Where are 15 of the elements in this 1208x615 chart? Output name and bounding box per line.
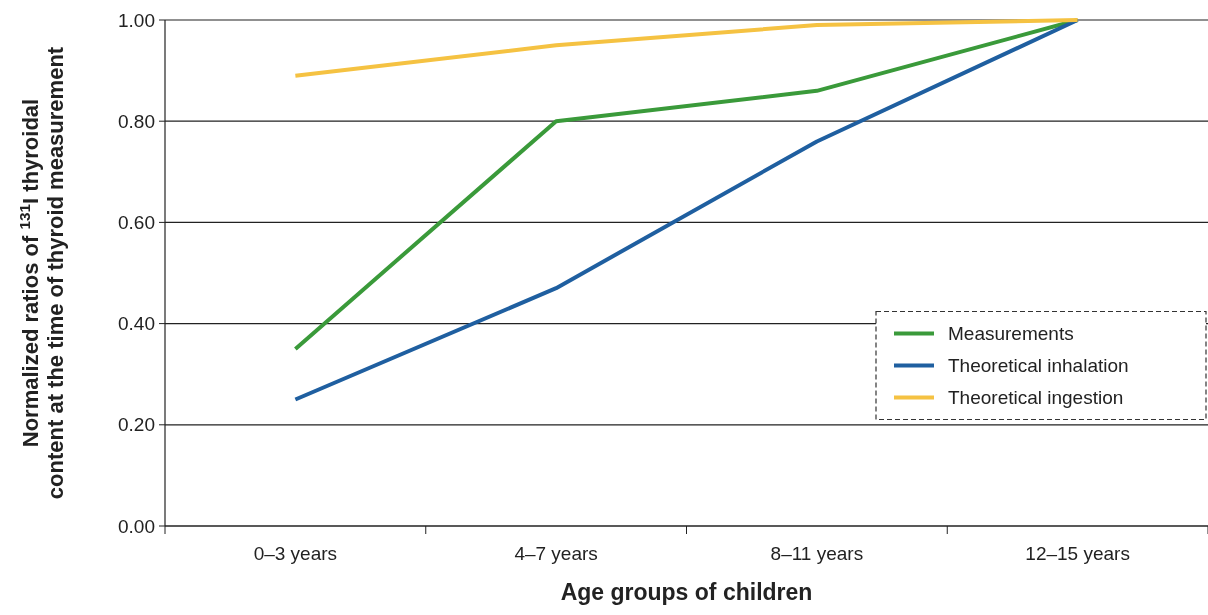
legend-label: Theoretical ingestion xyxy=(948,387,1124,409)
y-tick-label: 0.00 xyxy=(118,515,155,537)
x-axis-title: Age groups of children xyxy=(560,579,813,605)
y-tick-label: 1.00 xyxy=(118,9,155,31)
x-tick-label: 0–3 years xyxy=(253,543,338,564)
y-tick-label: 0.60 xyxy=(118,212,155,234)
x-tick-label: 8–11 years xyxy=(770,543,864,564)
y-tick-label: 0.20 xyxy=(118,414,155,436)
y-tick-label: 0.40 xyxy=(118,313,155,335)
x-tick-label: 4–7 years xyxy=(514,543,598,564)
legend-label: Theoretical inhalation xyxy=(948,355,1129,377)
x-tick-label: 12–15 years xyxy=(1025,543,1130,564)
legend-label: Measurements xyxy=(948,323,1074,345)
line-series xyxy=(293,18,1080,78)
y-tick-label: 0.80 xyxy=(118,110,155,132)
